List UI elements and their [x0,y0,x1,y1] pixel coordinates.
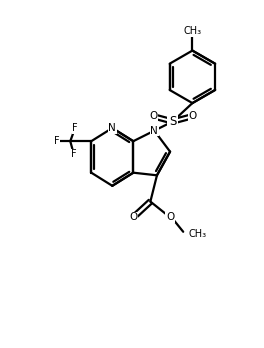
Text: S: S [169,115,176,128]
Text: CH₃: CH₃ [183,26,201,37]
Text: O: O [129,212,138,222]
Text: F: F [54,136,59,146]
Text: CH₃: CH₃ [188,229,207,239]
Text: O: O [149,111,157,121]
Text: F: F [72,123,78,133]
Text: N: N [109,123,116,133]
Text: N: N [150,126,158,136]
Text: O: O [188,111,196,121]
Text: F: F [71,149,77,159]
Text: O: O [166,212,174,222]
